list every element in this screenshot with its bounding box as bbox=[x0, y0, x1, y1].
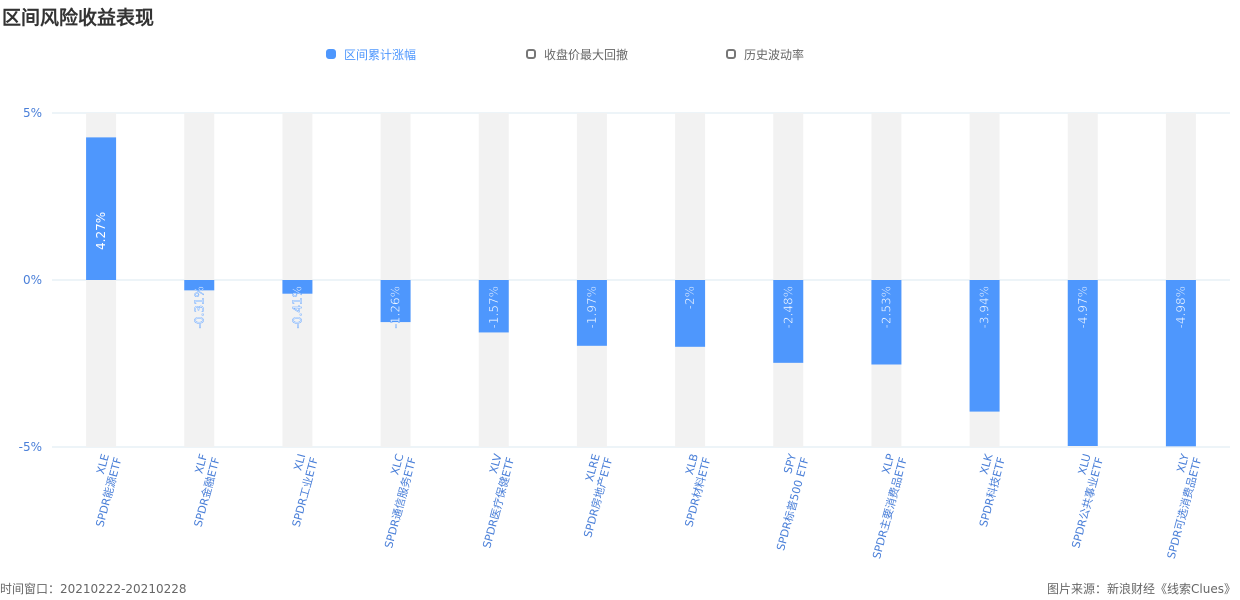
data-label: -3.94% bbox=[978, 286, 992, 328]
bar bbox=[184, 280, 215, 291]
x-tick-code: XLF bbox=[192, 452, 210, 475]
x-tick-label: XLFSPDR金融ETF bbox=[179, 452, 223, 528]
x-tick-label: XLVSPDR医疗保健ETF bbox=[468, 452, 517, 550]
data-label: -2.53% bbox=[879, 286, 893, 328]
legend-label: 收盘价最大回撤 bbox=[544, 47, 629, 62]
x-tick-code: XLI bbox=[291, 452, 308, 472]
legend-label: 历史波动率 bbox=[744, 47, 805, 62]
x-tick-code: XLB bbox=[683, 452, 701, 476]
data-label: -1.57% bbox=[487, 286, 501, 328]
legend-item-1[interactable]: 区间累计涨幅 bbox=[326, 44, 416, 64]
bar bbox=[86, 137, 117, 280]
x-tick-code: XLK bbox=[978, 452, 996, 476]
x-tick-label: SPYSPDR标普500 ETF bbox=[762, 452, 812, 552]
chart-title: 区间风险收益表现 bbox=[2, 7, 155, 29]
bar bbox=[282, 280, 313, 294]
x-tick-code: XLV bbox=[487, 452, 505, 475]
x-tick-label: XLUSPDR公共事业ETF bbox=[1057, 452, 1106, 549]
bar bbox=[576, 280, 607, 346]
bar bbox=[675, 280, 706, 347]
bar bbox=[478, 280, 509, 333]
x-tick-label: XLRESPDR房地产ETF bbox=[569, 452, 616, 539]
bar bbox=[773, 280, 804, 363]
bar bbox=[380, 280, 411, 323]
data-label: -4.98% bbox=[1174, 286, 1188, 328]
time-window-note: 时间窗口：20210222-20210228 bbox=[0, 582, 187, 596]
data-label: -0.41% bbox=[290, 286, 304, 328]
legend-checkbox-icon[interactable] bbox=[526, 49, 536, 59]
data-label: -1.26% bbox=[389, 286, 403, 328]
bar bbox=[1067, 280, 1098, 446]
data-label: -2% bbox=[683, 286, 697, 309]
x-tick-code: XLP bbox=[880, 452, 898, 475]
bar bbox=[1165, 280, 1196, 447]
legend-checkbox-icon[interactable] bbox=[326, 49, 336, 59]
x-tick-label: XLBSPDR材料ETF bbox=[670, 452, 714, 528]
y-tick-label: 5% bbox=[23, 106, 42, 120]
x-tick-label: XLYSPDR可选消费品ETF bbox=[1152, 452, 1204, 560]
bar bbox=[969, 280, 1000, 412]
legend-item-2[interactable]: 收盘价最大回撤 bbox=[526, 44, 628, 64]
legend-item-3[interactable]: 历史波动率 bbox=[726, 44, 804, 64]
data-label: -2.48% bbox=[781, 286, 795, 328]
bar bbox=[871, 280, 902, 365]
x-tick-code: XLC bbox=[388, 452, 406, 476]
x-tick-label: XLCSPDR通信服务ETF bbox=[370, 452, 419, 550]
x-tick-code: SPY bbox=[781, 452, 799, 475]
y-tick-label: -5% bbox=[19, 440, 42, 454]
x-tick-code: XLY bbox=[1174, 452, 1192, 474]
legend: 区间累计涨幅 收盘价最大回撤 历史波动率 bbox=[0, 44, 1240, 64]
x-tick-label: XLPSPDR主要消费品ETF bbox=[858, 452, 910, 560]
legend-checkbox-icon[interactable] bbox=[726, 49, 736, 59]
y-tick-label: 0% bbox=[23, 273, 42, 287]
x-tick-code: XLE bbox=[94, 452, 112, 475]
legend-label: 区间累计涨幅 bbox=[344, 47, 417, 62]
data-label: -0.31% bbox=[192, 286, 206, 328]
data-label: -1.97% bbox=[585, 286, 599, 328]
x-tick-label: XLKSPDR科技ETF bbox=[964, 452, 1008, 529]
x-tick-label: XLISPDR工业ETF bbox=[277, 452, 321, 528]
data-label: -4.97% bbox=[1076, 286, 1090, 328]
data-label: 4.27% bbox=[94, 212, 108, 250]
image-source-note: 图片来源：新浪财经《线索Clues》 bbox=[1047, 582, 1236, 596]
x-tick-code: XLU bbox=[1076, 452, 1094, 476]
x-tick-label: XLESPDR能源ETF bbox=[81, 452, 125, 528]
